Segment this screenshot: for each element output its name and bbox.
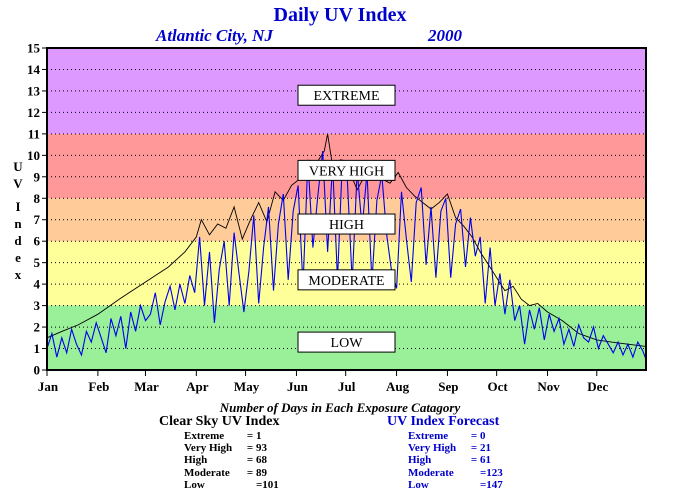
location-label: Atlantic City, NJ: [156, 26, 273, 45]
clear-sky-header: Clear Sky UV Index: [159, 414, 280, 429]
equals-sign: =: [470, 442, 478, 455]
x-tick-label: Aug: [386, 379, 410, 394]
y-tick-label: 10: [27, 148, 40, 163]
y-tick-label: 5: [34, 255, 41, 270]
y-tick-label: 12: [27, 105, 40, 120]
table-row: Low =101: [184, 479, 279, 491]
row-value: =147: [480, 478, 503, 491]
table-row: Moderate = 89: [184, 467, 279, 479]
x-tick-label: Jul: [338, 379, 356, 394]
band-label-box: [297, 331, 396, 353]
equals-sign: =: [246, 454, 254, 467]
row-value: 89: [256, 466, 267, 479]
band-label: HIGH: [329, 218, 364, 233]
band-label-box: [297, 84, 396, 106]
x-tick-label: Sep: [438, 379, 458, 394]
counts-title: Number of Days in Each Exposure Catagory: [219, 400, 461, 415]
y-tick-label: 11: [28, 126, 40, 141]
y-tick-label: 1: [34, 341, 41, 356]
row-label: Low: [408, 478, 429, 491]
plot-border: [46, 47, 647, 371]
equals-sign: =: [246, 442, 254, 455]
y-tick-label: 8: [34, 191, 41, 206]
row-value: 21: [480, 442, 491, 455]
row-label: Moderate: [184, 466, 230, 479]
row-label: Low: [184, 478, 205, 491]
row-value: =123: [480, 466, 503, 479]
table-row: Extreme = 0: [408, 430, 503, 442]
band-label: LOW: [331, 336, 364, 351]
row-label: High: [408, 454, 432, 467]
equals-sign: =: [246, 466, 254, 479]
band-label-box: [297, 159, 396, 181]
x-tick-label: Jan: [38, 379, 59, 394]
row-value: 93: [256, 442, 267, 455]
x-tick-label: Oct: [488, 379, 509, 394]
table-row: Moderate =123: [408, 467, 503, 479]
row-value: =101: [256, 478, 279, 491]
x-tick-label: Feb: [88, 379, 109, 394]
x-tick-label: Apr: [186, 379, 209, 394]
equals-sign: =: [246, 430, 254, 442]
table-row: Extreme = 1: [184, 430, 279, 442]
clear-sky-table: Extreme = 1 Very High = 93 High = 68 Moderate =…: [184, 430, 279, 491]
row-value: 1: [256, 430, 262, 442]
equals-sign: [244, 479, 256, 491]
y-tick-label: 4: [34, 277, 41, 292]
row-label: Extreme: [408, 430, 449, 442]
equals-sign: =: [470, 454, 478, 467]
row-label: High: [184, 454, 208, 467]
band-label-box: [297, 269, 396, 291]
x-tick-label: Dec: [587, 379, 608, 394]
x-tick-label: May: [234, 379, 260, 394]
table-row: High = 68: [184, 454, 279, 466]
x-tick-label: Nov: [537, 379, 560, 394]
year-label: 2000: [428, 26, 462, 45]
x-tick-label: Jun: [287, 379, 309, 394]
y-tick-label: 2: [34, 320, 41, 335]
equals-sign: [468, 467, 480, 479]
band-label: EXTREME: [313, 89, 379, 104]
band-label: VERY HIGH: [309, 164, 384, 179]
y-tick-label: 0: [34, 363, 41, 378]
row-value: 0: [480, 430, 486, 442]
table-row: Low =147: [408, 479, 503, 491]
chart-title: Daily UV Index: [273, 4, 407, 26]
table-row: Very High = 21: [408, 442, 503, 454]
y-tick-label: 14: [27, 62, 41, 77]
row-label: Very High: [408, 442, 457, 455]
forecast-table: Extreme = 0 Very High = 21 High = 61 Moderate =…: [408, 430, 503, 491]
forecast-header: UV Index Forecast: [387, 414, 500, 429]
y-tick-label: 6: [34, 234, 41, 249]
row-label: Moderate: [408, 466, 454, 479]
row-value: 61: [480, 454, 491, 467]
y-tick-label: 7: [34, 212, 41, 227]
equals-sign: =: [470, 430, 478, 442]
band-label: MODERATE: [308, 274, 384, 289]
y-tick-label: 9: [34, 169, 41, 184]
y-tick-label: 13: [27, 83, 41, 98]
row-label: Very High: [184, 442, 233, 455]
row-value: 68: [256, 454, 267, 467]
series-line-1: [46, 133, 647, 347]
row-label: Extreme: [184, 430, 225, 442]
equals-sign: [468, 479, 480, 491]
table-row: Very High = 93: [184, 442, 279, 454]
table-row: High = 61: [408, 454, 503, 466]
band-label-box: [297, 213, 396, 235]
y-tick-label: 3: [34, 298, 41, 313]
x-tick-label: Mar: [134, 379, 159, 394]
y-tick-label: 15: [27, 41, 41, 56]
